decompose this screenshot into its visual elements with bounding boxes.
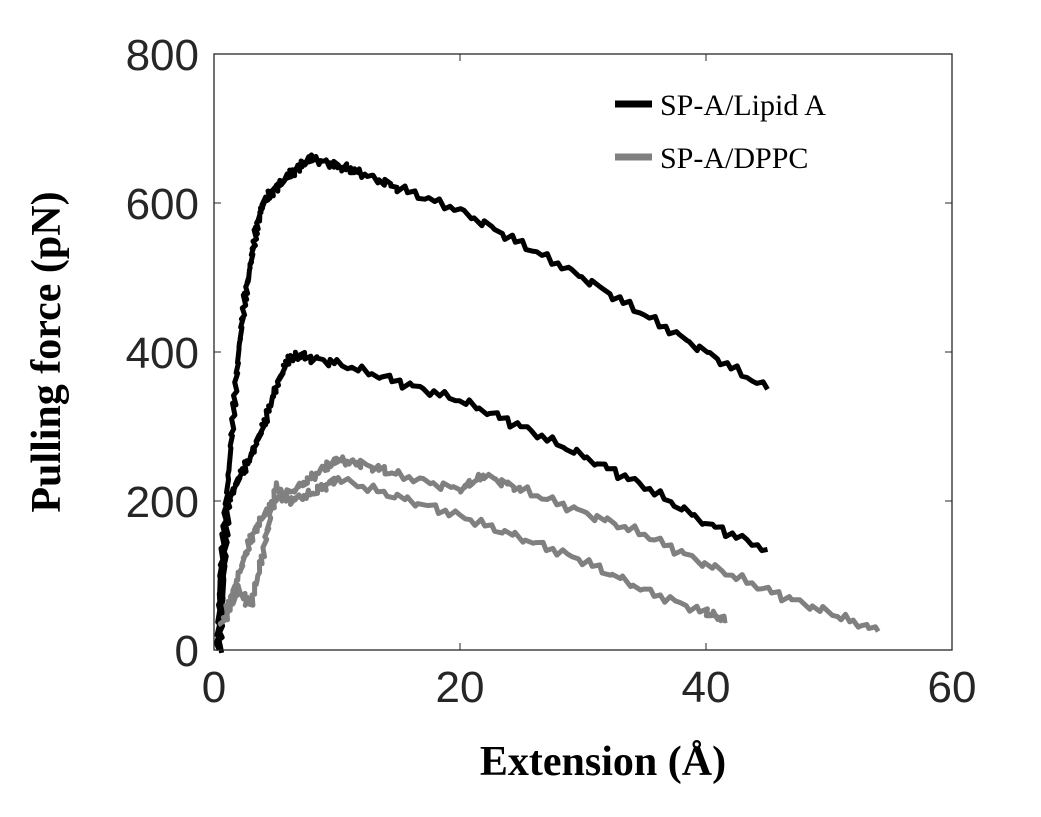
x-axis-label: Extension (Å) [480, 739, 726, 785]
y-tick-label: 200 [126, 478, 199, 527]
plot-frame [213, 53, 953, 651]
legend-label-dppc: SP-A/DPPC [660, 142, 808, 175]
series-line-dppc [223, 454, 881, 633]
x-tick-label: 40 [682, 663, 731, 712]
y-tick-label: 400 [126, 329, 199, 378]
legend: SP-A/Lipid A SP-A/DPPC [615, 89, 826, 175]
y-tick-label: 600 [126, 180, 199, 229]
x-tick-label: 60 [928, 663, 977, 712]
series-line-lipid-a [213, 152, 770, 651]
x-tick-label: 20 [436, 663, 485, 712]
y-axis-label: Pulling force (pN) [24, 191, 70, 512]
y-tick-label: 0 [175, 627, 199, 676]
series-line-lipid-a [216, 349, 769, 654]
y-tick-label: 800 [126, 31, 199, 80]
x-tick-label: 0 [202, 663, 226, 712]
legend-label-lipid-a: SP-A/Lipid A [660, 89, 826, 122]
series-line-dppc [217, 475, 728, 628]
